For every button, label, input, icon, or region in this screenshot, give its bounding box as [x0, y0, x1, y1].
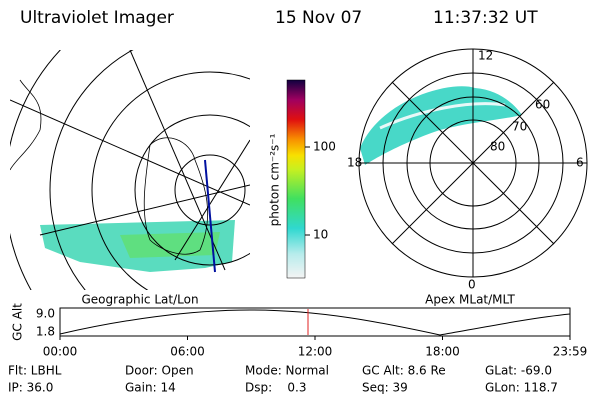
lat-circle: [91, 71, 250, 290]
coastline: [143, 137, 208, 255]
status-field: Gain: 14: [125, 381, 176, 395]
mlt-label: 0: [468, 278, 476, 292]
orbit-xticks: 00:00 06:00 12:00 18:00 23:59: [43, 336, 588, 359]
status-field: GLon: 118.7: [485, 381, 558, 395]
aurora-geo-core: [120, 232, 220, 258]
colorbar: [286, 79, 306, 279]
mlt-label: 18: [347, 156, 362, 170]
lat-label: 60: [535, 98, 550, 112]
status-field: Mode: Normal: [245, 364, 329, 378]
orbit-xtick-label: 00:00: [43, 345, 78, 359]
title: Ultraviolet Imager: [20, 8, 174, 28]
status-field: GLat: -69.0: [485, 364, 552, 378]
coastline: [10, 79, 42, 171]
status-bar: Flt: LBHL Door: Open Mode: Normal GC Alt: 8…: [8, 364, 558, 395]
lat-circle: [49, 50, 134, 290]
polar-label: Apex MLat/MLT: [425, 293, 515, 307]
polar-plot: [360, 86, 522, 165]
geo-label: Geographic Lat/Lon: [81, 293, 198, 307]
orbit-xtick-label: 18:00: [425, 345, 460, 359]
date: 15 Nov 07: [275, 8, 362, 28]
status-field: GC Alt: 8.6 Re: [362, 364, 446, 378]
orbit-ytick: 1.8: [36, 325, 55, 339]
status-field: Dsp: 0.3: [245, 381, 307, 395]
ground-track: [204, 159, 216, 273]
orbit-curve: [59, 309, 571, 336]
orbit-ytick: 9.0: [36, 307, 55, 321]
mlt-label: 12: [478, 49, 493, 63]
lat-label: 70: [512, 120, 527, 134]
lon-line: [129, 50, 226, 271]
geo-map: [10, 50, 250, 290]
colorbar-tick-label: 10: [313, 228, 328, 242]
time: 11:37:32 UT: [433, 8, 538, 28]
orbit-frame: [59, 307, 571, 337]
orbit-xtick-label: 23:59: [553, 345, 588, 359]
lat-label: 80: [490, 140, 505, 154]
colorbar-label: photon cm⁻²s⁻¹: [268, 133, 282, 226]
orbit-xtick-label: 12:00: [298, 345, 333, 359]
aurora-polar: [360, 86, 522, 165]
polar-spoke: [391, 81, 555, 245]
status-field: Door: Open: [125, 364, 194, 378]
colorbar-tick-label: 100: [313, 140, 336, 154]
status-field: IP: 36.0: [8, 381, 53, 395]
aurora-gap: [379, 102, 506, 130]
lon-line: [174, 139, 250, 261]
status-field: Seq: 39: [362, 381, 408, 395]
mlt-label: 6: [576, 156, 584, 170]
lon-line: [39, 184, 250, 236]
orbit-xtick-label: 06:00: [170, 345, 205, 359]
orbit-ylabel: GC Alt: [11, 303, 25, 341]
status-field: Flt: LBHL: [8, 364, 62, 378]
lat-circle: [134, 114, 250, 266]
lon-line: [10, 99, 250, 206]
